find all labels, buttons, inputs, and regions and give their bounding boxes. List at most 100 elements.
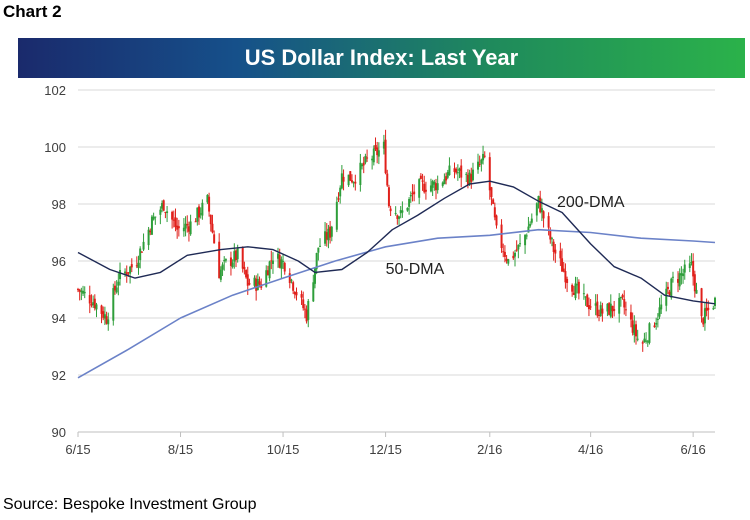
candle-down — [174, 217, 177, 228]
candle-down — [387, 187, 390, 207]
candle-down — [350, 180, 353, 183]
candle-up — [347, 174, 350, 186]
candle-up — [480, 159, 483, 164]
candle-up — [643, 338, 646, 343]
candle-down — [589, 306, 592, 308]
chart-title: US Dollar Index: Last Year — [244, 45, 519, 70]
candle-down — [707, 307, 710, 311]
candle-down — [293, 291, 296, 295]
candle-up — [112, 288, 115, 321]
candle-up — [265, 270, 268, 287]
candle-up — [124, 271, 127, 274]
candle-down — [562, 268, 565, 272]
candle-down — [366, 157, 369, 159]
candle-up — [406, 207, 409, 211]
candle-up — [307, 300, 310, 320]
candle-up — [519, 243, 522, 245]
candle-up — [409, 194, 412, 197]
dma200-label: 200-DMA — [557, 194, 625, 211]
y-tick-label: 102 — [44, 83, 66, 98]
candle-up — [633, 324, 636, 335]
candle-up — [695, 289, 698, 294]
candle-up — [182, 227, 185, 232]
candle-up — [271, 260, 274, 264]
candle-down — [305, 309, 308, 322]
candle-up — [189, 221, 192, 235]
y-tick-label: 90 — [52, 425, 66, 440]
candle-up — [584, 296, 587, 298]
candle-down — [613, 309, 616, 311]
candle-down — [419, 175, 422, 179]
candle-down — [266, 270, 269, 276]
moving-average-lines — [77, 180, 716, 379]
candle-up — [282, 261, 285, 263]
y-tick-label: 100 — [44, 140, 66, 155]
candle-down — [102, 311, 105, 318]
candle-up — [154, 216, 157, 218]
candle-down — [460, 165, 463, 178]
price-candles — [77, 129, 716, 352]
candle-down — [176, 225, 179, 230]
candle-down — [423, 183, 426, 193]
candle-up — [690, 262, 693, 264]
candle-down — [105, 316, 108, 324]
candle-up — [655, 322, 658, 325]
candle-down — [177, 226, 180, 229]
candle-up — [418, 179, 421, 198]
candle-down — [601, 308, 604, 314]
candle-up — [398, 216, 401, 219]
candle-up — [107, 319, 110, 325]
candle-down — [587, 305, 590, 310]
candle-up — [313, 267, 316, 284]
candle-down — [577, 281, 580, 294]
candle-down — [374, 145, 377, 149]
candle-up — [137, 262, 140, 268]
candle-up — [233, 251, 236, 262]
chart-gridlines — [78, 89, 715, 433]
candle-down — [270, 260, 273, 262]
candle-up — [92, 302, 95, 306]
candle-up — [196, 207, 199, 222]
candle-down — [547, 216, 550, 228]
candle-down — [478, 163, 481, 165]
candle-up — [152, 216, 155, 220]
candle-up — [619, 296, 622, 299]
candle-down — [515, 249, 518, 251]
candle-up — [436, 183, 439, 191]
candle-down — [248, 283, 251, 285]
candle-up — [327, 228, 330, 241]
candle-down — [621, 295, 624, 298]
chart-plot: 90 92 94 96 98 100 102 6/15 8/15 10/15 12/15 2/16 4… — [44, 83, 716, 457]
candle-down — [125, 272, 128, 276]
candle-down — [149, 230, 152, 233]
candle-down — [292, 282, 295, 291]
candle-up — [671, 276, 674, 278]
candle-down — [342, 176, 345, 182]
candle-down — [302, 299, 305, 309]
candle-up — [656, 318, 659, 320]
candle-down — [677, 279, 680, 283]
candle-up — [221, 264, 224, 270]
candle-up — [441, 182, 444, 186]
candle-up — [609, 303, 612, 317]
candle-down — [164, 212, 167, 214]
candle-up — [219, 269, 222, 280]
candle-up — [159, 209, 162, 215]
candle-up — [482, 153, 485, 161]
candle-up — [371, 158, 374, 161]
candle-up — [129, 266, 132, 274]
candle-down — [705, 307, 708, 311]
candle-up — [468, 172, 471, 185]
candle-down — [396, 215, 399, 219]
candle-up — [477, 161, 480, 170]
candle-down — [653, 325, 656, 328]
candle-up — [166, 211, 169, 213]
candle-down — [503, 251, 506, 257]
candle-up — [446, 172, 449, 178]
candle-up — [606, 303, 609, 312]
y-tick-label: 98 — [52, 197, 66, 212]
candle-up — [236, 248, 239, 260]
candle-up — [377, 150, 380, 157]
candle-down — [411, 193, 414, 195]
candle-up — [103, 314, 106, 319]
